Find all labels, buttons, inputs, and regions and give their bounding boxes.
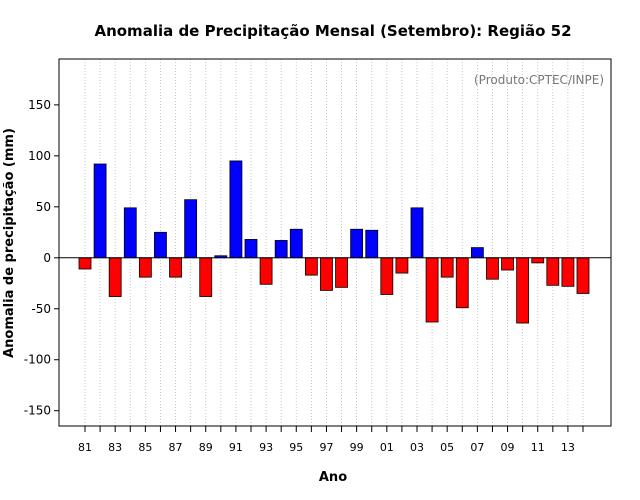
- y-axis-label: Anomalia de precipitação (mm): [2, 128, 17, 358]
- x-tick-label: 95: [289, 441, 303, 454]
- bar-2003: [410, 207, 424, 259]
- x-tick-label: 99: [350, 441, 364, 454]
- product-credit: (Produto:CPTEC/INPE): [474, 73, 604, 87]
- y-tick-label: 50: [36, 200, 51, 214]
- x-tick-label: 85: [138, 441, 152, 454]
- bar-1984: [123, 207, 137, 259]
- bar-1998: [335, 257, 348, 288]
- x-tick-label: 97: [319, 441, 333, 454]
- bar-1996: [304, 257, 318, 276]
- x-tick-label: 09: [501, 441, 515, 454]
- bar-1999: [350, 228, 364, 259]
- bar-2011: [531, 257, 545, 264]
- bar-2001: [380, 257, 394, 295]
- bar-1997: [320, 257, 333, 291]
- bar-1991: [229, 160, 243, 259]
- x-tick-label: 89: [199, 441, 213, 454]
- chart-title: Anomalia de Precipitação Mensal (Setembr…: [94, 22, 571, 40]
- y-tick-label: 0: [43, 251, 51, 265]
- x-tick-label: 05: [440, 441, 454, 454]
- bar-2007: [470, 247, 484, 259]
- x-tick-label: 87: [169, 441, 183, 454]
- bar-1985: [138, 257, 152, 278]
- x-tick-label: 07: [470, 441, 484, 454]
- x-axis: 81 83 85 87 89 91 93 95 97 99 01 03 05 07 09 11 13: [78, 426, 584, 454]
- x-tick-label: 01: [380, 441, 394, 454]
- plot-frame: [58, 58, 612, 427]
- bar-1981: [78, 257, 92, 270]
- bar-1986: [154, 231, 167, 259]
- bar-1994: [274, 240, 288, 259]
- bar-1982: [93, 163, 107, 259]
- x-tick-label: 91: [229, 441, 243, 454]
- bar-1992: [244, 239, 258, 259]
- x-axis-label: Ano: [319, 470, 347, 485]
- bar-2005: [440, 257, 454, 278]
- bar-2008: [486, 257, 499, 280]
- x-tick-label: 93: [259, 441, 273, 454]
- y-tick-label: -150: [24, 404, 51, 418]
- y-axis: -150 -100 -50 0 50 100 150: [24, 98, 59, 418]
- x-tick-label: 81: [78, 441, 92, 454]
- bar-2009: [501, 257, 514, 271]
- bar-1987: [169, 257, 182, 278]
- bar-2012: [546, 257, 560, 286]
- x-tick-label: 11: [531, 441, 545, 454]
- bar-2002: [395, 257, 409, 274]
- bar-2006: [455, 257, 469, 309]
- bar-1995: [289, 228, 303, 259]
- x-tick-label: 03: [410, 441, 424, 454]
- y-tick-label: -50: [31, 302, 51, 316]
- bar-1989: [199, 257, 213, 297]
- bar-1983: [108, 257, 122, 297]
- bar-1988: [184, 199, 198, 259]
- bar-1993: [259, 257, 273, 285]
- bar-2014: [576, 257, 590, 294]
- x-tick-label: 13: [561, 441, 575, 454]
- x-tick-label: 83: [108, 441, 122, 454]
- bars: [78, 160, 590, 324]
- y-tick-label: 100: [28, 149, 51, 163]
- bar-2010: [516, 257, 530, 324]
- bar-2004: [425, 257, 439, 323]
- y-tick-label: 150: [28, 98, 51, 112]
- y-tick-label: -100: [24, 353, 51, 367]
- bar-2000: [365, 229, 379, 259]
- bar-2013: [561, 257, 575, 287]
